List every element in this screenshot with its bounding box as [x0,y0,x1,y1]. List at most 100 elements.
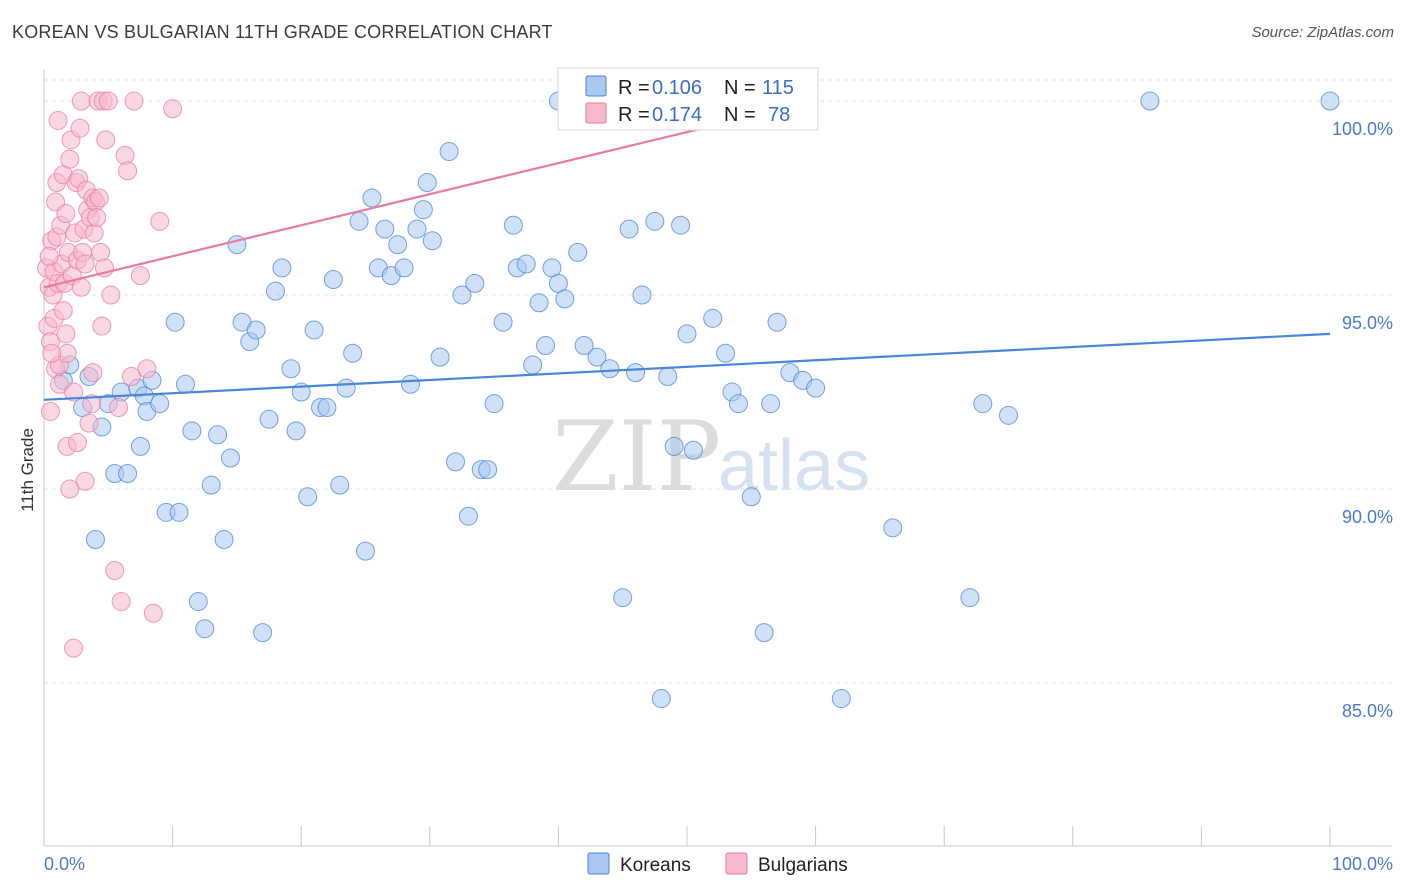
korean-point [1320,91,1340,111]
legend-r-label-bulgarians: R = [618,104,650,126]
bulgarian-point [118,161,138,181]
korean-point [883,518,903,538]
korean-trendline [43,332,1331,401]
bulgarian-point [39,246,59,266]
korean-point [182,421,202,441]
korean-point [716,343,736,363]
korean-point [298,487,318,507]
korean-point [1140,91,1160,111]
bulgarian-point [137,359,157,379]
bulgarian-point [56,324,76,344]
korean-point [658,367,678,387]
korean-point [188,592,208,612]
korean-point [960,588,980,608]
korean-point [430,347,450,367]
korean-point [394,258,414,278]
korean-point [265,281,285,301]
koreans-points [53,91,1340,709]
korean-point [806,378,826,398]
korean-point [999,405,1018,425]
bulgarian-point [84,223,104,243]
korean-point [523,355,543,375]
watermark: ZIP atlas [552,401,870,513]
legend-n-label-bulgarians: N = [724,104,756,126]
y-tick-label: 85.0% [1342,701,1393,721]
korean-point [362,188,382,208]
korean-point [417,173,437,193]
korean-point [220,448,240,468]
korean-point [85,529,105,549]
bulgarian-point [40,401,60,421]
korean-point [677,324,697,344]
korean-point [452,285,472,305]
x-tick-label-min: 0.0% [44,854,85,874]
bulgarian-point [121,367,141,387]
y-tick-labels: 85.0% 90.0% 95.0% 100.0% [1332,119,1393,721]
korean-point [439,141,459,161]
legend-n-value-koreans: 115 [762,77,794,99]
korean-point [645,211,665,231]
bulgarian-point [71,277,91,297]
bulgarian-point [64,382,84,402]
korean-point [304,320,324,340]
korean-point [246,320,266,340]
bulgarian-point [92,316,112,336]
korean-point [458,506,478,526]
legend-swatch-koreans [585,75,607,97]
bulgarian-point [96,130,116,150]
korean-point [118,464,138,484]
bulgarian-point [98,91,118,111]
x-tick-labels: 0.0% 100.0% [44,854,1393,874]
bulgarian-point [67,432,87,452]
bulgarian-point [89,188,109,208]
korean-point [356,541,375,561]
bottom-legend-swatch-koreans [587,852,610,875]
korean-point [165,312,185,332]
korean-point [503,215,523,235]
bulgarian-point [60,149,80,169]
bulgarian-point [105,561,125,581]
korean-point [401,374,421,394]
bottom-legend-bulgarians: Bulgarians [758,855,848,876]
korean-point [703,308,723,328]
bulgarian-point [87,207,107,227]
bottom-legend-swatch-bulgarians [725,852,748,875]
korean-point [388,235,408,255]
watermark-atlas: atlas [718,426,870,506]
legend-r-value-koreans: 0.106 [652,77,702,99]
korean-point [626,363,646,383]
x-tick-label-max: 100.0% [1332,854,1393,874]
bulgarian-point [115,145,135,165]
korean-point [683,440,703,460]
korean-point [286,421,306,441]
korean-point [195,619,215,639]
korean-point [330,475,350,495]
axes [43,70,1392,847]
korean-point [973,394,993,414]
bulgarian-point [124,91,144,111]
bulgarian-point [48,110,68,130]
bottom-legend-koreans: Koreans [620,855,691,876]
bulgarian-point [64,638,84,658]
bulgarian-point [60,479,80,499]
korean-point [613,588,633,608]
bulgarian-point [75,254,95,274]
korean-point [259,409,279,429]
korean-point [529,293,549,313]
bulgarian-point [83,363,103,383]
korean-point [272,258,292,278]
korean-point [111,382,131,402]
bulgarian-point [79,413,99,433]
korean-point [587,347,607,367]
bottom-legend: Koreans Bulgarians [587,852,848,876]
korean-point [323,270,343,290]
korean-point [175,374,195,394]
y-tick-label: 95.0% [1342,313,1393,333]
korean-point [767,312,787,332]
legend-n-label-koreans: N = [724,77,756,99]
korean-point [201,475,221,495]
trendlines [43,99,1331,401]
korean-point [651,689,671,709]
bulgarian-point [111,592,131,612]
